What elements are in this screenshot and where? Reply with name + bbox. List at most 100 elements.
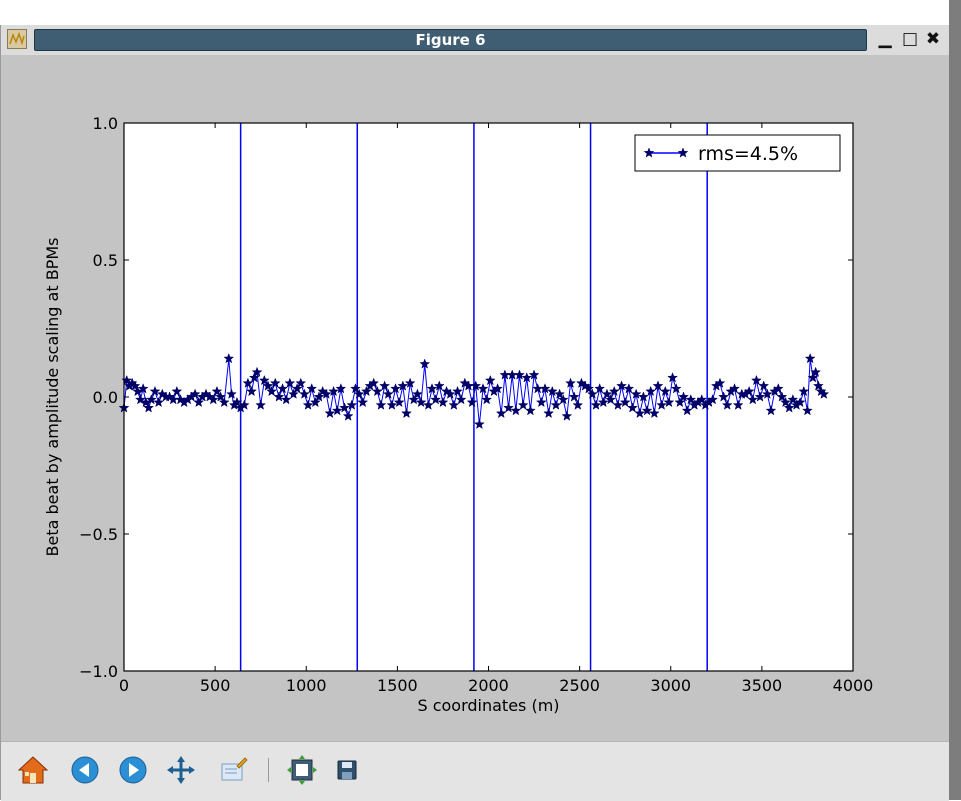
pan-icon bbox=[167, 756, 195, 784]
data-point-125 bbox=[561, 410, 573, 421]
window-edge bbox=[949, 0, 961, 800]
forward-icon bbox=[119, 756, 147, 784]
data-point-167 bbox=[714, 377, 726, 388]
x-tick-label: 1500 bbox=[377, 676, 418, 695]
data-point-45 bbox=[269, 377, 281, 388]
home-button[interactable] bbox=[17, 754, 49, 786]
data-point-156 bbox=[674, 396, 686, 408]
data-point-52 bbox=[295, 377, 307, 388]
data-point-131 bbox=[583, 383, 595, 394]
minimize-button[interactable]: ▁ bbox=[878, 29, 892, 49]
data-point-138 bbox=[608, 385, 620, 397]
data-point-46 bbox=[273, 391, 285, 402]
data-point-111 bbox=[510, 404, 522, 416]
data-point-60 bbox=[324, 407, 336, 419]
data-point-121 bbox=[546, 385, 558, 397]
data-point-119 bbox=[539, 383, 551, 394]
data-point-195 bbox=[812, 380, 824, 391]
x-tick-label: 0 bbox=[119, 676, 129, 695]
data-point-172 bbox=[732, 399, 744, 410]
data-point-96 bbox=[455, 394, 467, 405]
data-point-66 bbox=[346, 399, 358, 410]
data-point-23 bbox=[193, 396, 205, 408]
data-point-1 bbox=[121, 374, 133, 386]
y-axis-label: Beta beat by amplitude scaling at BPMs bbox=[43, 238, 62, 557]
data-point-150 bbox=[652, 380, 664, 391]
data-point-69 bbox=[357, 396, 369, 408]
chart-canvas[interactable]: 0 500 1000 1500 2000 2500 3000 3500 4000 1.0 0.5 0.… bbox=[1, 25, 949, 741]
data-point-44 bbox=[266, 385, 278, 397]
title-bar-caption[interactable]: Figure 6 bbox=[34, 29, 867, 51]
data-point-128 bbox=[572, 399, 584, 410]
data-point-61 bbox=[328, 385, 340, 397]
data-point-194 bbox=[810, 366, 822, 377]
x-tick-label: 2000 bbox=[468, 676, 509, 695]
data-point-162 bbox=[696, 394, 708, 405]
data-point-155 bbox=[670, 383, 682, 394]
data-point-12 bbox=[153, 396, 165, 408]
data-point-76 bbox=[382, 388, 394, 399]
data-point-186 bbox=[783, 402, 795, 413]
data-point-100 bbox=[470, 380, 482, 391]
data-point-10 bbox=[145, 394, 157, 405]
data-point-65 bbox=[342, 410, 354, 421]
title-bar[interactable]: Figure 6 ▁ □ ✖ bbox=[1, 25, 949, 55]
data-point-177 bbox=[750, 374, 762, 386]
x-tick-label: 3000 bbox=[650, 676, 691, 695]
data-point-157 bbox=[678, 391, 689, 402]
app-icon[interactable] bbox=[7, 29, 27, 49]
data-point-89 bbox=[430, 394, 442, 405]
data-point-126 bbox=[565, 377, 576, 388]
data-point-133 bbox=[590, 399, 602, 410]
configure-subplots-icon bbox=[287, 755, 317, 785]
data-point-42 bbox=[258, 374, 270, 386]
data-point-114 bbox=[521, 372, 533, 383]
data-point-56 bbox=[309, 396, 321, 408]
data-point-43 bbox=[262, 380, 274, 391]
x-axis-label: S coordinates (m) bbox=[417, 696, 559, 715]
window-title: Figure 6 bbox=[415, 31, 486, 49]
toolbar-separator bbox=[268, 758, 269, 782]
data-point-27 bbox=[207, 394, 219, 405]
data-point-87 bbox=[422, 399, 434, 410]
data-point-73 bbox=[371, 385, 383, 397]
data-point-179 bbox=[758, 380, 770, 391]
data-point-187 bbox=[787, 394, 799, 405]
data-point-103 bbox=[481, 394, 493, 405]
back-button[interactable] bbox=[69, 754, 101, 786]
data-point-127 bbox=[568, 391, 580, 402]
zoom-button[interactable] bbox=[217, 754, 249, 786]
data-point-22 bbox=[189, 388, 201, 399]
data-point-107 bbox=[495, 407, 507, 419]
data-point-7 bbox=[137, 383, 149, 394]
data-point-68 bbox=[353, 388, 365, 399]
x-tick-label: 500 bbox=[200, 676, 231, 695]
data-point-95 bbox=[452, 385, 463, 397]
data-point-50 bbox=[288, 388, 299, 399]
data-point-184 bbox=[776, 391, 788, 402]
data-point-112 bbox=[514, 369, 525, 380]
data-point-190 bbox=[798, 385, 810, 397]
save-button[interactable] bbox=[331, 754, 363, 786]
maximize-button[interactable]: □ bbox=[901, 29, 919, 49]
app-icon-graphic bbox=[9, 31, 25, 46]
data-point-104 bbox=[484, 374, 496, 386]
configure-subplots-button[interactable] bbox=[286, 754, 318, 786]
data-point-38 bbox=[246, 385, 258, 397]
data-point-55 bbox=[306, 383, 318, 394]
data-point-63 bbox=[335, 383, 347, 394]
data-point-85 bbox=[415, 396, 427, 408]
data-point-154 bbox=[667, 372, 679, 383]
data-point-106 bbox=[492, 383, 504, 394]
data-point-148 bbox=[645, 385, 657, 397]
pan-button[interactable] bbox=[165, 754, 197, 786]
navigation-toolbar bbox=[1, 741, 949, 801]
data-point-77 bbox=[386, 399, 398, 410]
x-tick-label: 2500 bbox=[559, 676, 600, 695]
forward-button[interactable] bbox=[117, 754, 149, 786]
data-point-134 bbox=[594, 383, 606, 394]
data-point-80 bbox=[397, 380, 409, 391]
data-point-178 bbox=[754, 391, 766, 402]
data-point-149 bbox=[648, 407, 660, 419]
close-button[interactable]: ✖ bbox=[925, 29, 941, 49]
